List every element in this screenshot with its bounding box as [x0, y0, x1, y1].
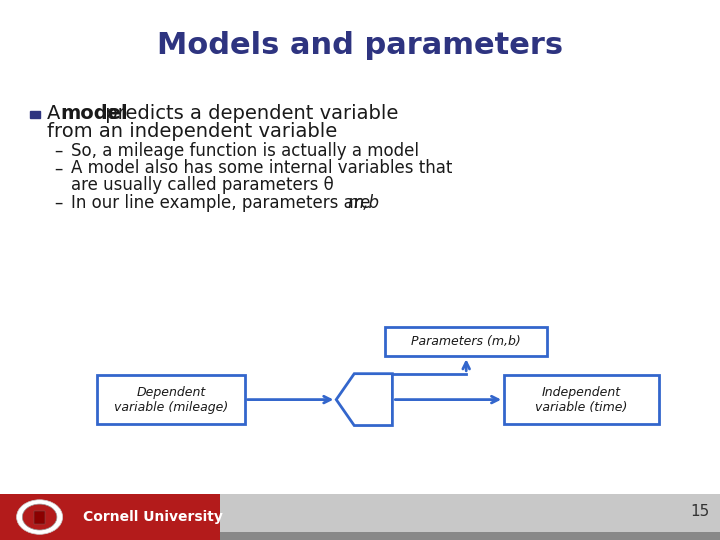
Text: So, a mileage function is actually a model: So, a mileage function is actually a mod… [71, 142, 418, 160]
Text: m,b: m,b [348, 194, 379, 212]
Text: are usually called parameters θ: are usually called parameters θ [71, 176, 333, 194]
Text: Cornell University: Cornell University [83, 510, 222, 524]
Text: A model also has some internal variables that: A model also has some internal variables… [71, 159, 452, 178]
Text: Independent
variable (time): Independent variable (time) [535, 386, 628, 414]
Text: model: model [60, 104, 128, 123]
Text: –: – [54, 159, 63, 178]
Text: 15: 15 [690, 504, 709, 519]
Text: A: A [47, 104, 66, 123]
Text: Dependent
variable (mileage): Dependent variable (mileage) [114, 386, 228, 414]
Text: –: – [54, 194, 63, 212]
Text: predicts a dependent variable: predicts a dependent variable [99, 104, 399, 123]
Text: In our line example, parameters are: In our line example, parameters are [71, 194, 375, 212]
Text: Models and parameters: Models and parameters [157, 31, 563, 60]
Text: from an independent variable: from an independent variable [47, 122, 337, 141]
Text: –: – [54, 142, 63, 160]
Text: Parameters (m,b): Parameters (m,b) [411, 335, 521, 348]
